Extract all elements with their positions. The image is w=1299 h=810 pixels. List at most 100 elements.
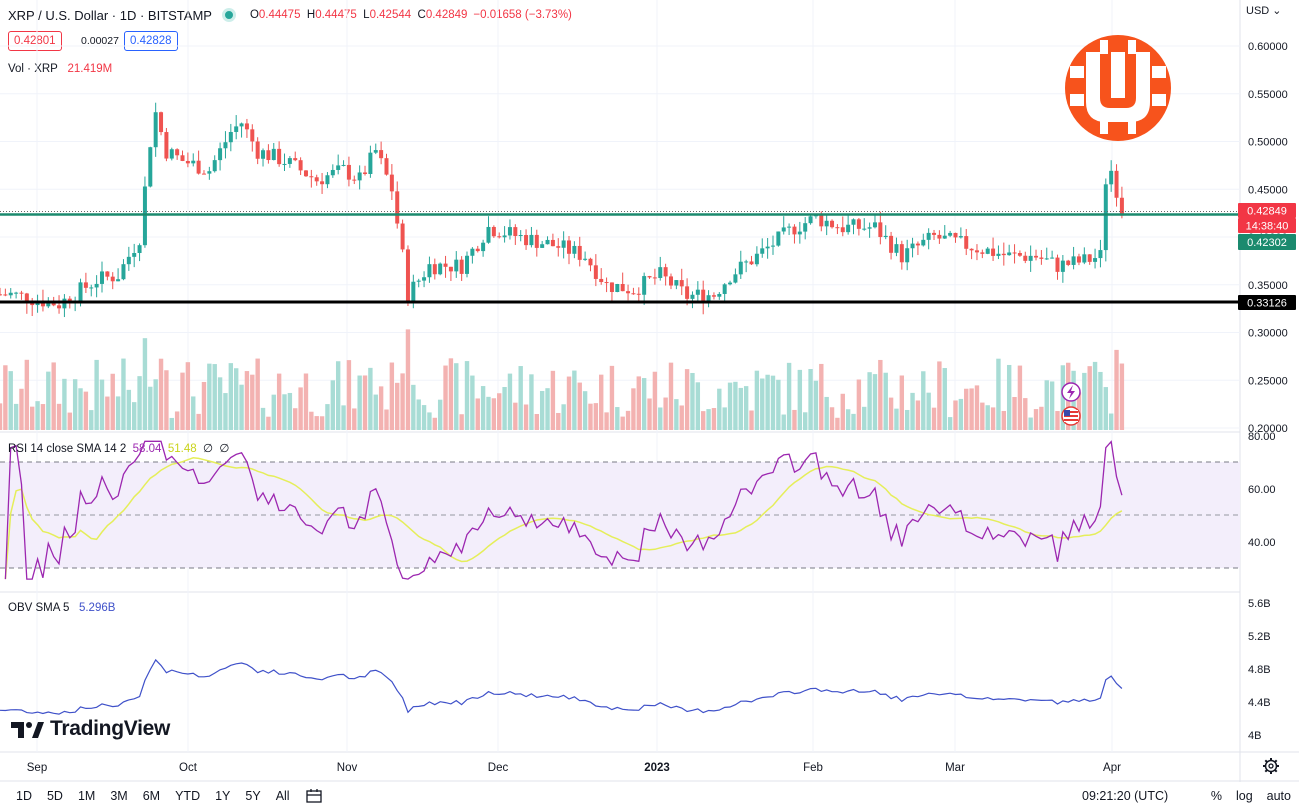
range-3m[interactable]: 3M (110, 789, 128, 803)
candle-body (14, 292, 19, 294)
volume-bar (115, 396, 121, 430)
candle-body (277, 148, 282, 165)
candle-body (30, 303, 35, 306)
candle-body (754, 253, 759, 265)
volume-bar (604, 412, 609, 430)
volume-bar (437, 399, 443, 430)
candle-body (856, 219, 861, 229)
candle-body (663, 267, 668, 277)
volume-bar (862, 406, 867, 430)
rsi-axis-label: 60.00 (1248, 484, 1276, 496)
volume-bar (668, 362, 674, 430)
candle-body (937, 234, 942, 239)
candle-body (604, 282, 609, 284)
volume-bar (695, 382, 701, 430)
candle-body (1034, 255, 1039, 258)
candle-body (518, 235, 523, 237)
volume-bar (335, 361, 341, 430)
utc-clock[interactable]: 09:21:20 (UTC) (1082, 789, 1169, 803)
lightning-event-icon[interactable] (1061, 382, 1081, 402)
candle-body (1103, 184, 1108, 251)
candle-body (212, 160, 217, 172)
volume-bar (749, 410, 754, 430)
time-axis-label: Apr (1103, 762, 1121, 774)
range-1m[interactable]: 1M (77, 789, 96, 803)
candle-body (636, 293, 641, 295)
candle-body (314, 177, 319, 182)
countdown-text: 14:38:40 (1246, 221, 1289, 233)
candle-body (572, 245, 577, 254)
candle-body (991, 248, 996, 256)
range-all[interactable]: All (275, 789, 290, 803)
volume-bar (926, 392, 931, 430)
candle-body (701, 289, 706, 303)
volume-bar (368, 367, 373, 430)
volume-bar (3, 365, 8, 430)
volume-bar (99, 379, 105, 430)
candle-body (3, 294, 8, 296)
symbol-title[interactable]: XRP / U.S. Dollar · 1D · BITSTAMP (8, 7, 212, 23)
auto-scale-toggle[interactable]: auto (1266, 789, 1291, 803)
range-ytd[interactable]: YTD (175, 789, 201, 803)
bottom-toolbar: 1D 5D 1M 3M 6M YTD 1Y 5Y All 09:21:20 (U… (0, 782, 1299, 810)
candle-body (910, 243, 915, 249)
candle-body (792, 226, 797, 235)
volume-legend[interactable]: Vol · XRP 21.419M (8, 63, 113, 75)
price-axis-label: 0.30000 (1248, 328, 1288, 340)
range-1d[interactable]: 1D (16, 789, 32, 803)
volume-bar (314, 416, 319, 430)
volume-bar (325, 404, 330, 430)
candle-body (341, 164, 346, 166)
candle-body (309, 176, 314, 178)
candle-body (599, 278, 604, 283)
candle-body (899, 244, 904, 263)
volume-bar (980, 402, 985, 430)
volume-bar (427, 412, 432, 430)
volume-bar (974, 385, 980, 430)
range-5y[interactable]: 5Y (245, 789, 261, 803)
volume-bar (8, 371, 13, 430)
volume-bar (894, 408, 899, 430)
volume-bar (615, 407, 620, 430)
currency-dropdown[interactable]: USD ⌄ (1246, 5, 1282, 17)
us-flag-event-icon[interactable] (1061, 406, 1081, 426)
obv-legend[interactable]: OBV SMA 5 5.296B (8, 602, 116, 614)
volume-bar (196, 413, 201, 430)
candle-body (132, 252, 137, 257)
candle-body (921, 239, 926, 246)
volume-bar (942, 368, 947, 430)
candle-body (1098, 250, 1103, 259)
candle-body (567, 240, 572, 254)
volume-bar (464, 361, 470, 430)
candle-body (540, 244, 545, 248)
volume-bar (352, 408, 357, 430)
calendar-range-icon[interactable] (305, 788, 323, 804)
range-6m[interactable]: 6M (142, 789, 161, 803)
volume-bar (797, 369, 803, 430)
percent-scale-toggle[interactable]: % (1210, 789, 1222, 803)
candle-body (958, 236, 963, 238)
volume-bar (845, 409, 851, 430)
volume-bar (679, 405, 684, 430)
range-5d[interactable]: 5D (46, 789, 63, 803)
volume-bar (529, 374, 534, 430)
candle-body (883, 235, 888, 238)
gear-icon[interactable] (1263, 758, 1279, 774)
rsi-legend[interactable]: RSI 14 close SMA 14 2 58.04 51.48 ∅ ∅ (8, 443, 230, 455)
candle-body (1093, 258, 1098, 262)
chart-canvas[interactable]: 0.600000.550000.500000.450000.400000.350… (0, 0, 1299, 782)
candle-body (507, 227, 512, 236)
candle-body (905, 248, 910, 263)
log-scale-toggle[interactable]: log (1235, 789, 1253, 803)
volume-bar (1049, 381, 1055, 430)
candle-body (223, 142, 228, 149)
volume-bar (636, 376, 641, 430)
range-1y[interactable]: 1Y (215, 789, 231, 803)
volume-bar (405, 329, 411, 430)
market-status-icon (221, 8, 236, 22)
volume-bar (142, 338, 148, 430)
candle-body (261, 150, 266, 159)
volume-bar (523, 404, 529, 430)
candle-body (926, 232, 931, 240)
tradingview-logo[interactable]: TradingView (10, 717, 170, 741)
